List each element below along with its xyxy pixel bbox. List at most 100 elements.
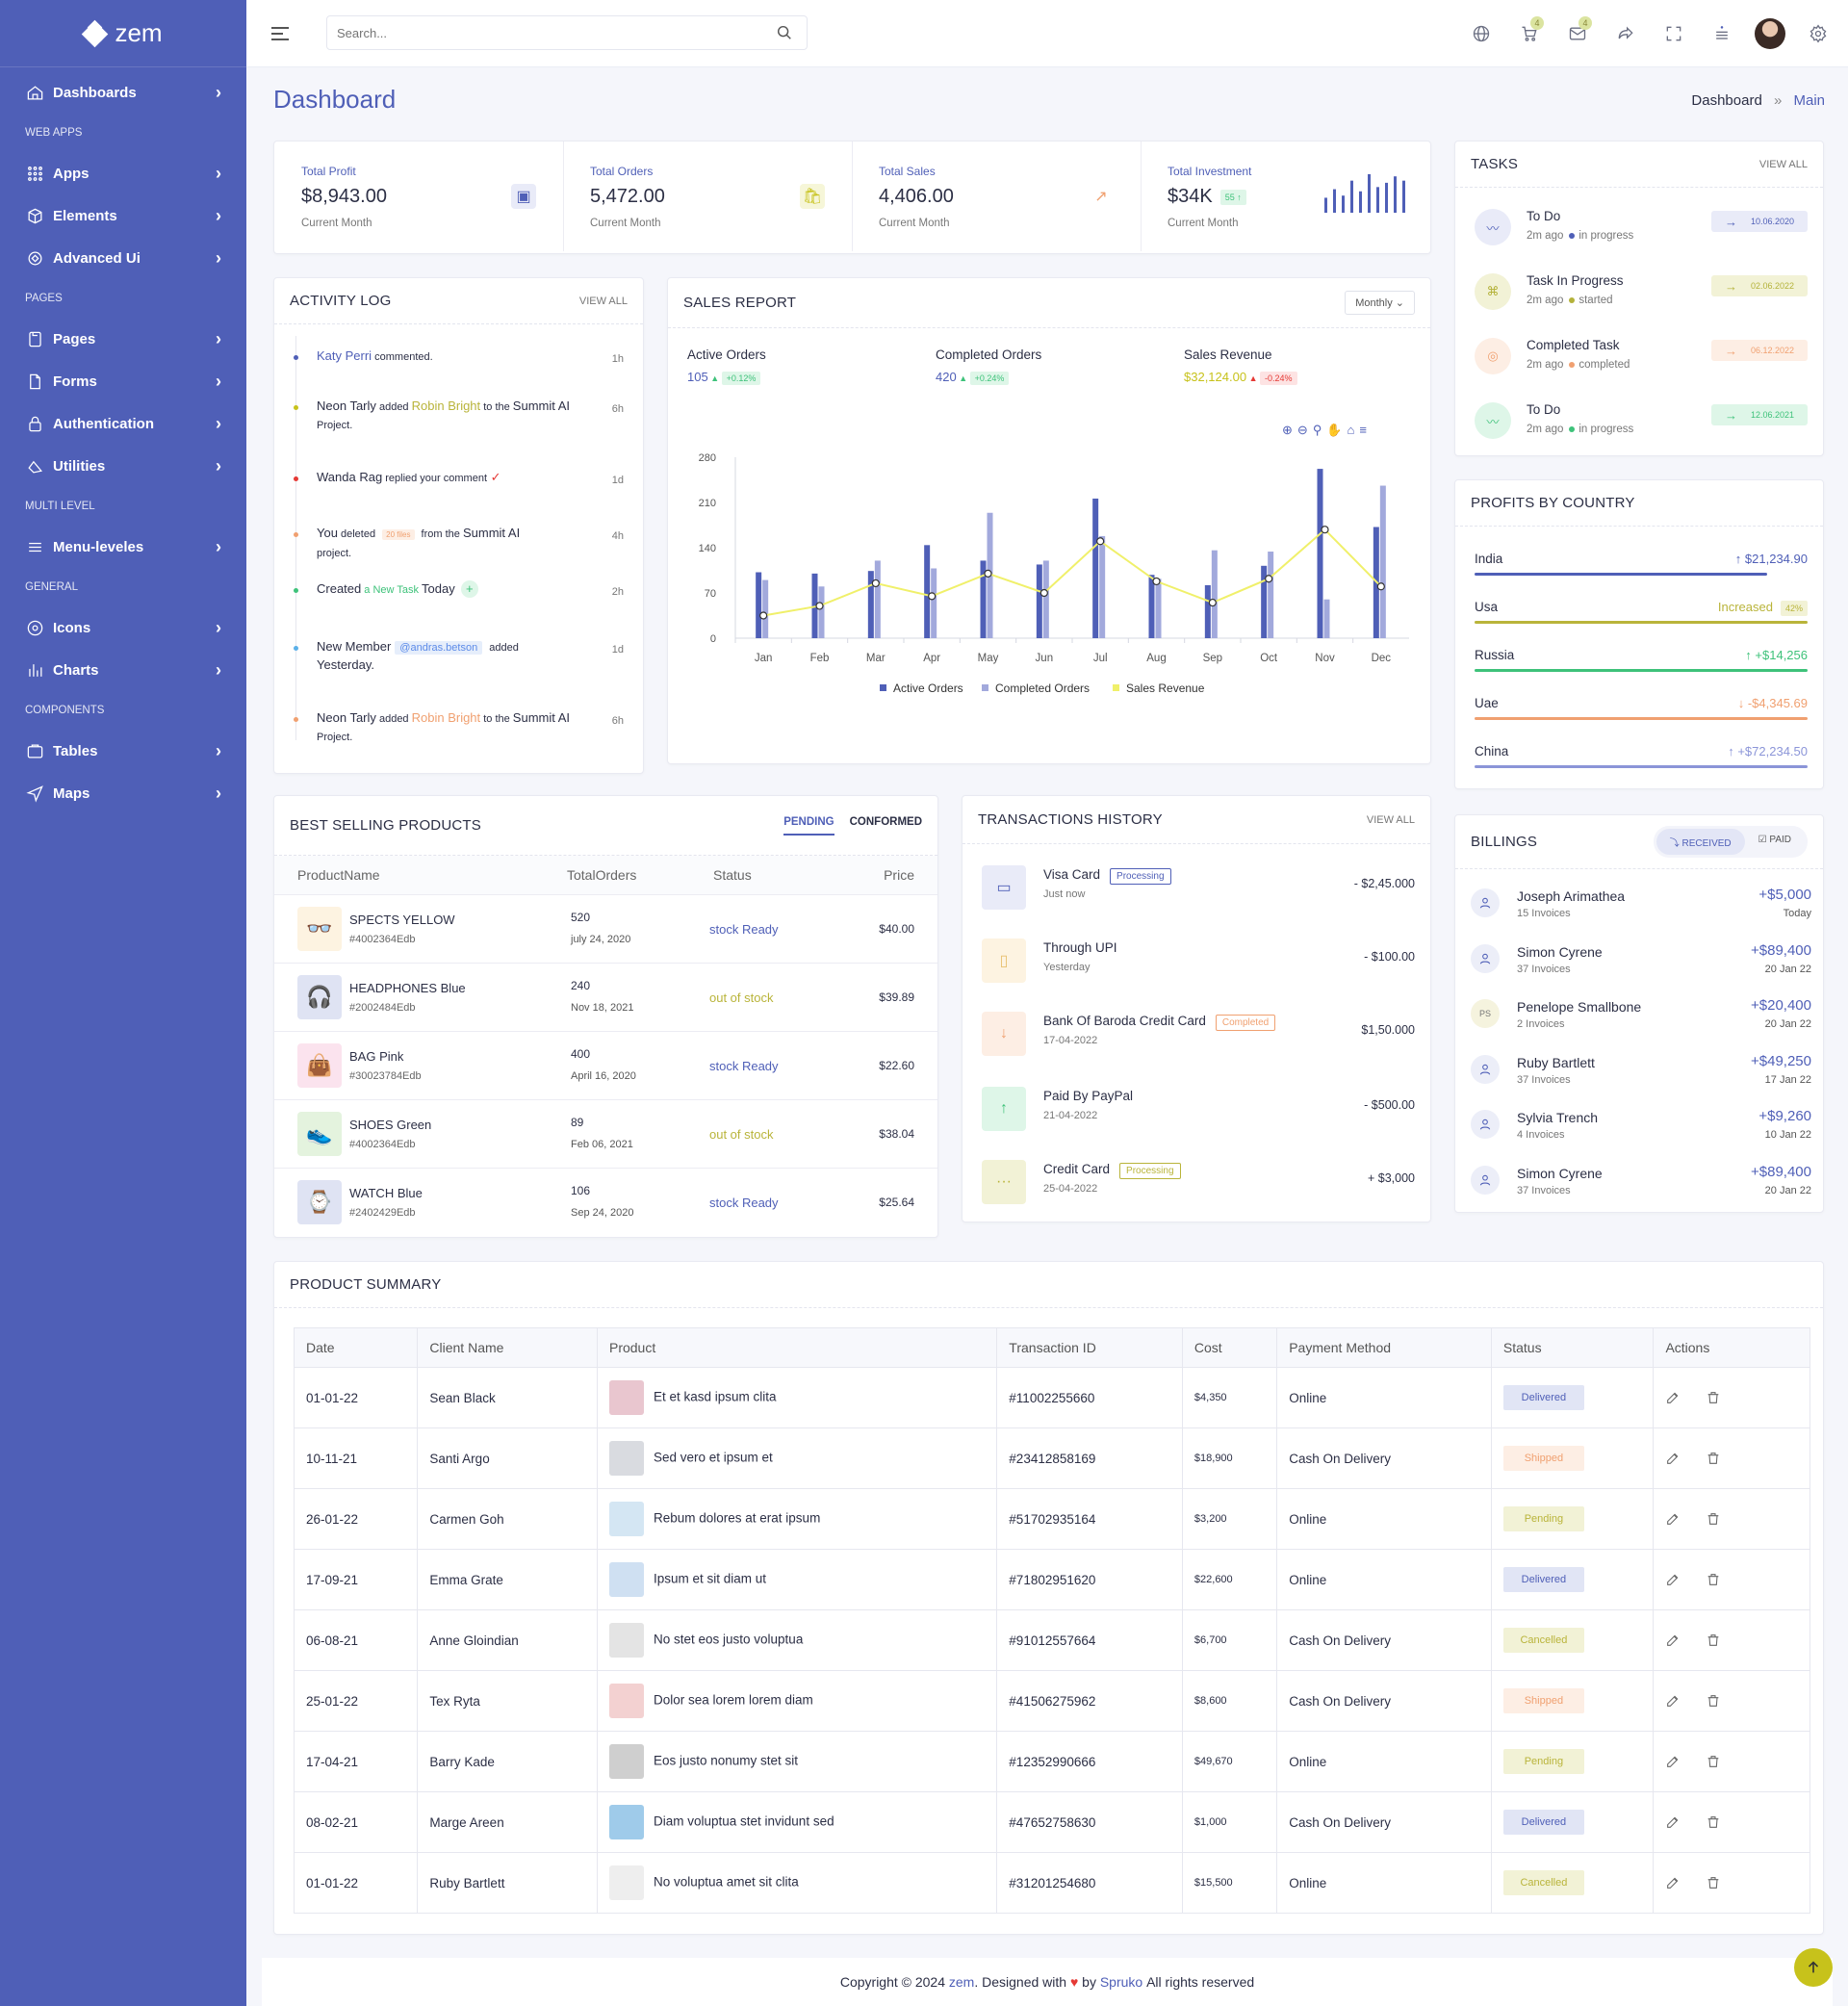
sidebar-item-utilities[interactable]: Utilities › <box>0 445 246 487</box>
activity-tail: Project. <box>317 732 353 743</box>
product-row[interactable]: 👜 BAG Pink #30023784Edb 400 April 16, 2020 st… <box>274 1031 937 1099</box>
breadcrumb-home[interactable]: Dashboard <box>1691 92 1762 109</box>
trash-icon[interactable] <box>1706 1633 1721 1648</box>
mail-icon[interactable]: 4 <box>1553 14 1602 53</box>
brand-logo[interactable]: zem <box>0 0 246 67</box>
trash-icon[interactable] <box>1706 1754 1721 1769</box>
transaction-item[interactable]: ··· Credit Card Processing 25-04-2022 + $3,0… <box>982 1152 1415 1225</box>
fullscreen-icon[interactable] <box>1650 14 1698 53</box>
edit-icon[interactable] <box>1665 1572 1681 1587</box>
zoom-select-icon[interactable]: ⚲ <box>1312 423 1322 437</box>
edit-icon[interactable] <box>1665 1875 1681 1890</box>
product-row[interactable]: 👟 SHOES Green #4002364Edb 89 Feb 06, 2021 out… <box>274 1099 937 1168</box>
transaction-item[interactable]: ▯ Through UPI Yesterday - $100.00 <box>982 931 1415 1004</box>
edit-icon[interactable] <box>1665 1633 1681 1648</box>
billing-item[interactable]: Simon Cyrene 37 Invoices +$89,400 20 Jan 22 <box>1471 935 1811 989</box>
cell-client: Ruby Bartlett <box>417 1852 598 1914</box>
product-row[interactable]: 👓 SPECTS YELLOW #4002364Edb 520 july 24, 202… <box>274 894 937 963</box>
stat-value: 5,472.00 <box>590 186 825 208</box>
add-task-icon[interactable]: + <box>460 580 478 598</box>
trash-icon[interactable] <box>1706 1875 1721 1890</box>
zoom-out-icon[interactable]: ⊖ <box>1296 423 1308 437</box>
edit-icon[interactable] <box>1665 1451 1681 1466</box>
tab-paid[interactable]: ☑ PAID <box>1745 829 1805 855</box>
edit-icon[interactable] <box>1665 1754 1681 1769</box>
sidebar-item-forms[interactable]: Forms › <box>0 360 246 402</box>
billing-item[interactable]: Sylvia Trench 4 Invoices +$9,260 10 Jan 22 <box>1471 1100 1811 1154</box>
billing-date: 10 Jan 22 <box>1764 1129 1811 1141</box>
product-glyph-icon: ⌚ <box>306 1190 333 1214</box>
billing-item[interactable]: PS Penelope Smallbone 2 Invoices +$20,400 20… <box>1471 990 1811 1043</box>
command-icon: ⌘ <box>1475 273 1511 310</box>
edit-icon[interactable] <box>1665 1390 1681 1405</box>
edit-icon[interactable] <box>1665 1693 1681 1709</box>
pan-icon[interactable]: ✋ <box>1326 423 1343 437</box>
product-row[interactable]: ⌚ WATCH Blue #2402429Edb 106 Sep 24, 2020 sto… <box>274 1168 937 1236</box>
sidebar-item-tables[interactable]: Tables › <box>0 730 246 772</box>
trend-up-icon: ↗ <box>1089 184 1114 209</box>
period-select[interactable]: Monthly ⌄ <box>1345 291 1415 315</box>
sidebar-item-charts[interactable]: Charts › <box>0 649 246 691</box>
trash-icon[interactable] <box>1706 1572 1721 1587</box>
reset-home-icon[interactable]: ⌂ <box>1347 423 1355 437</box>
sidebar-item-elements[interactable]: Elements › <box>0 194 246 237</box>
zoom-in-icon[interactable]: ⊕ <box>1282 423 1293 437</box>
billing-item[interactable]: Joseph Arimathea 15 Invoices +$5,000 Today <box>1471 879 1811 933</box>
cell-cost: $1,000 <box>1181 1791 1278 1853</box>
task-meta: 2m ago started <box>1527 295 1613 306</box>
activity-project: Summit AI <box>512 399 571 413</box>
back-to-top-button[interactable] <box>1794 1948 1833 1987</box>
received-icon: ⤵ <box>1669 838 1680 849</box>
settings-icon[interactable] <box>1794 14 1842 53</box>
sidebar-item-menu-leveles[interactable]: Menu-leveles › <box>0 526 246 568</box>
task-item[interactable]: ⌘ Task In Progress 2m ago started → 02.06.202… <box>1475 266 1808 323</box>
tab-conformed[interactable]: CONFORMED <box>849 815 922 828</box>
trash-icon[interactable] <box>1706 1511 1721 1527</box>
transaction-item[interactable]: ▭ Visa Card Processing Just now - $2,45.000 <box>982 858 1415 931</box>
tab-received[interactable]: ⤵ RECEIVED <box>1656 829 1745 855</box>
trash-icon[interactable] <box>1706 1693 1721 1709</box>
globe-icon[interactable] <box>1457 14 1505 53</box>
sidebar-item-label: Forms <box>53 373 97 390</box>
sidebar-item-advanced-ui[interactable]: Advanced Ui › <box>0 237 246 279</box>
sidebar-item-pages[interactable]: Pages › <box>0 318 246 360</box>
sidebar-item-authentication[interactable]: Authentication › <box>0 402 246 445</box>
footer-author-link[interactable]: Spruko <box>1099 1974 1143 1990</box>
share-icon[interactable] <box>1602 14 1650 53</box>
transaction-item[interactable]: ↓ Bank Of Baroda Credit Card Completed 17-0… <box>982 1004 1415 1077</box>
footer-brand-link[interactable]: zem <box>948 1974 975 1990</box>
user-icon <box>1471 1165 1500 1195</box>
task-item[interactable]: 〰 To Do 2m ago in progress → 10.06.2020 <box>1475 201 1808 259</box>
activity-target[interactable]: @andras.betson <box>395 641 483 655</box>
cart-icon[interactable]: 4 <box>1505 14 1553 53</box>
transactions-view-all[interactable]: VIEW ALL <box>1366 813 1415 826</box>
tab-pending[interactable]: PENDING <box>783 816 834 836</box>
tasks-view-all[interactable]: VIEW ALL <box>1758 158 1808 170</box>
profits-title: PROFITS BY COUNTRY <box>1471 495 1635 511</box>
trash-icon[interactable] <box>1706 1451 1721 1466</box>
activity-text: You deleted 20 files from the Summit AI … <box>317 525 596 562</box>
transaction-item[interactable]: ↑ Paid By PayPal 21-04-2022 - $500.00 <box>982 1079 1415 1152</box>
chart-menu-icon[interactable]: ≡ <box>1359 423 1367 437</box>
upi-icon: ▯ <box>982 939 1026 983</box>
billing-item[interactable]: Ruby Bartlett 37 Invoices +$49,250 17 Jan 2… <box>1471 1045 1811 1099</box>
trash-icon[interactable] <box>1706 1814 1721 1830</box>
activity-view-all[interactable]: VIEW ALL <box>578 295 628 307</box>
task-item[interactable]: ◎ Completed Task 2m ago completed → 06.12.202… <box>1475 330 1808 388</box>
edit-icon[interactable] <box>1665 1511 1681 1527</box>
kpi-value: 105 <box>687 370 708 384</box>
task-item[interactable]: 〰 To Do 2m ago in progress → 12.06.2021 <box>1475 395 1808 452</box>
sidebar-item-icons[interactable]: Icons › <box>0 606 246 649</box>
user-avatar[interactable] <box>1746 14 1794 53</box>
sidebar-item-maps[interactable]: Maps › <box>0 772 246 814</box>
sidebar-item-apps[interactable]: Apps › <box>0 152 246 194</box>
search-icon[interactable] <box>776 24 793 41</box>
product-row[interactable]: 🎧 HEADPHONES Blue #2002484Edb 240 Nov 18, 20… <box>274 963 937 1031</box>
trash-icon[interactable] <box>1706 1390 1721 1405</box>
billing-item[interactable]: Simon Cyrene 37 Invoices +$89,400 20 Jan 22 <box>1471 1156 1811 1210</box>
notification-list-icon[interactable] <box>1698 14 1746 53</box>
menu-toggle-icon[interactable] <box>271 27 289 40</box>
sidebar-item-dashboards[interactable]: Dashboards › <box>0 71 246 114</box>
edit-icon[interactable] <box>1665 1814 1681 1830</box>
search-input[interactable] <box>326 15 808 50</box>
